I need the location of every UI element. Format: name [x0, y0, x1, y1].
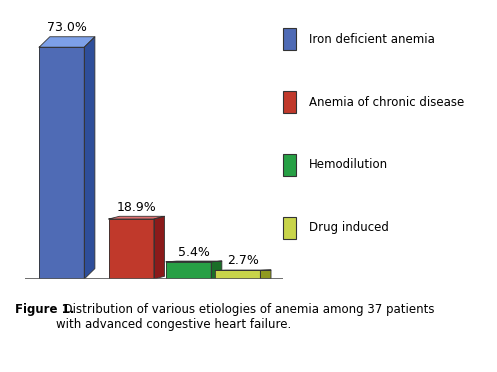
FancyBboxPatch shape: [283, 154, 296, 176]
Text: Anemia of chronic disease: Anemia of chronic disease: [309, 96, 464, 109]
Text: Drug induced: Drug induced: [309, 221, 389, 234]
Polygon shape: [39, 47, 84, 279]
Polygon shape: [154, 216, 165, 279]
FancyBboxPatch shape: [283, 217, 296, 239]
Text: 73.0%: 73.0%: [47, 21, 87, 34]
Polygon shape: [109, 216, 165, 219]
Text: 18.9%: 18.9%: [117, 201, 157, 214]
Text: 2.7%: 2.7%: [227, 254, 259, 267]
Text: 5.4%: 5.4%: [178, 246, 210, 259]
Text: Hemodilution: Hemodilution: [309, 158, 388, 171]
Polygon shape: [166, 261, 222, 262]
Polygon shape: [39, 37, 95, 47]
Polygon shape: [166, 262, 211, 279]
Text: Figure 1.: Figure 1.: [15, 303, 74, 316]
Polygon shape: [84, 37, 95, 279]
Text: Distribution of various etiologies of anemia among 37 patients
with advanced con: Distribution of various etiologies of an…: [56, 303, 434, 331]
Polygon shape: [260, 270, 271, 279]
Polygon shape: [215, 270, 260, 279]
FancyBboxPatch shape: [283, 91, 296, 113]
Text: Iron deficient anemia: Iron deficient anemia: [309, 33, 435, 46]
Polygon shape: [211, 261, 222, 279]
Polygon shape: [109, 219, 154, 279]
FancyBboxPatch shape: [283, 28, 296, 50]
